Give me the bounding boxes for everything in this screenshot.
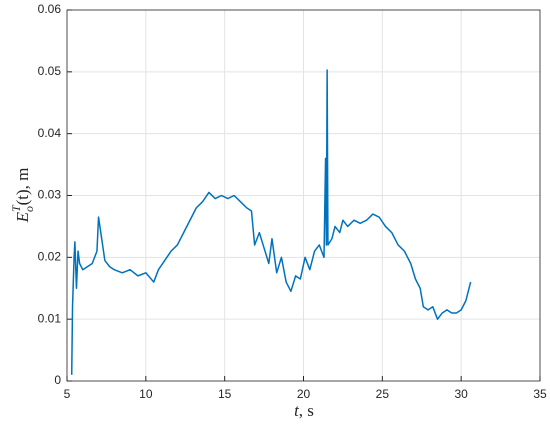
y-tick-label: 0.02 — [38, 250, 62, 264]
y-tick-label: 0.03 — [38, 188, 62, 202]
x-tick-label: 30 — [454, 387, 468, 401]
y-tick-label: 0.04 — [38, 126, 62, 140]
y-tick-label: 0.05 — [38, 64, 62, 78]
data-line — [70, 69, 472, 375]
y-label-rest: (t), m — [13, 168, 32, 206]
x-tick-label: 35 — [533, 387, 547, 401]
y-tick-label: 0.06 — [38, 2, 62, 16]
y-label-base: E — [13, 211, 32, 223]
axes-box — [66, 9, 541, 382]
x-tick-label: 5 — [64, 387, 71, 401]
y-label-sub: o — [22, 206, 36, 212]
y-label-sup: T — [9, 204, 23, 212]
x-tick-label: 20 — [297, 387, 311, 401]
x-tick-label: 25 — [376, 387, 390, 401]
x-tick-label: 10 — [139, 387, 153, 401]
x-axis-label: t, s — [294, 401, 314, 420]
x-label-rest: , s — [299, 401, 314, 420]
y-tick-label: 0.01 — [38, 311, 62, 325]
y-axis-label: EoT(t), m — [9, 168, 36, 224]
x-label-var: t — [294, 401, 300, 420]
y-tick-label: 0 — [54, 373, 61, 387]
x-tick-label: 15 — [218, 387, 232, 401]
